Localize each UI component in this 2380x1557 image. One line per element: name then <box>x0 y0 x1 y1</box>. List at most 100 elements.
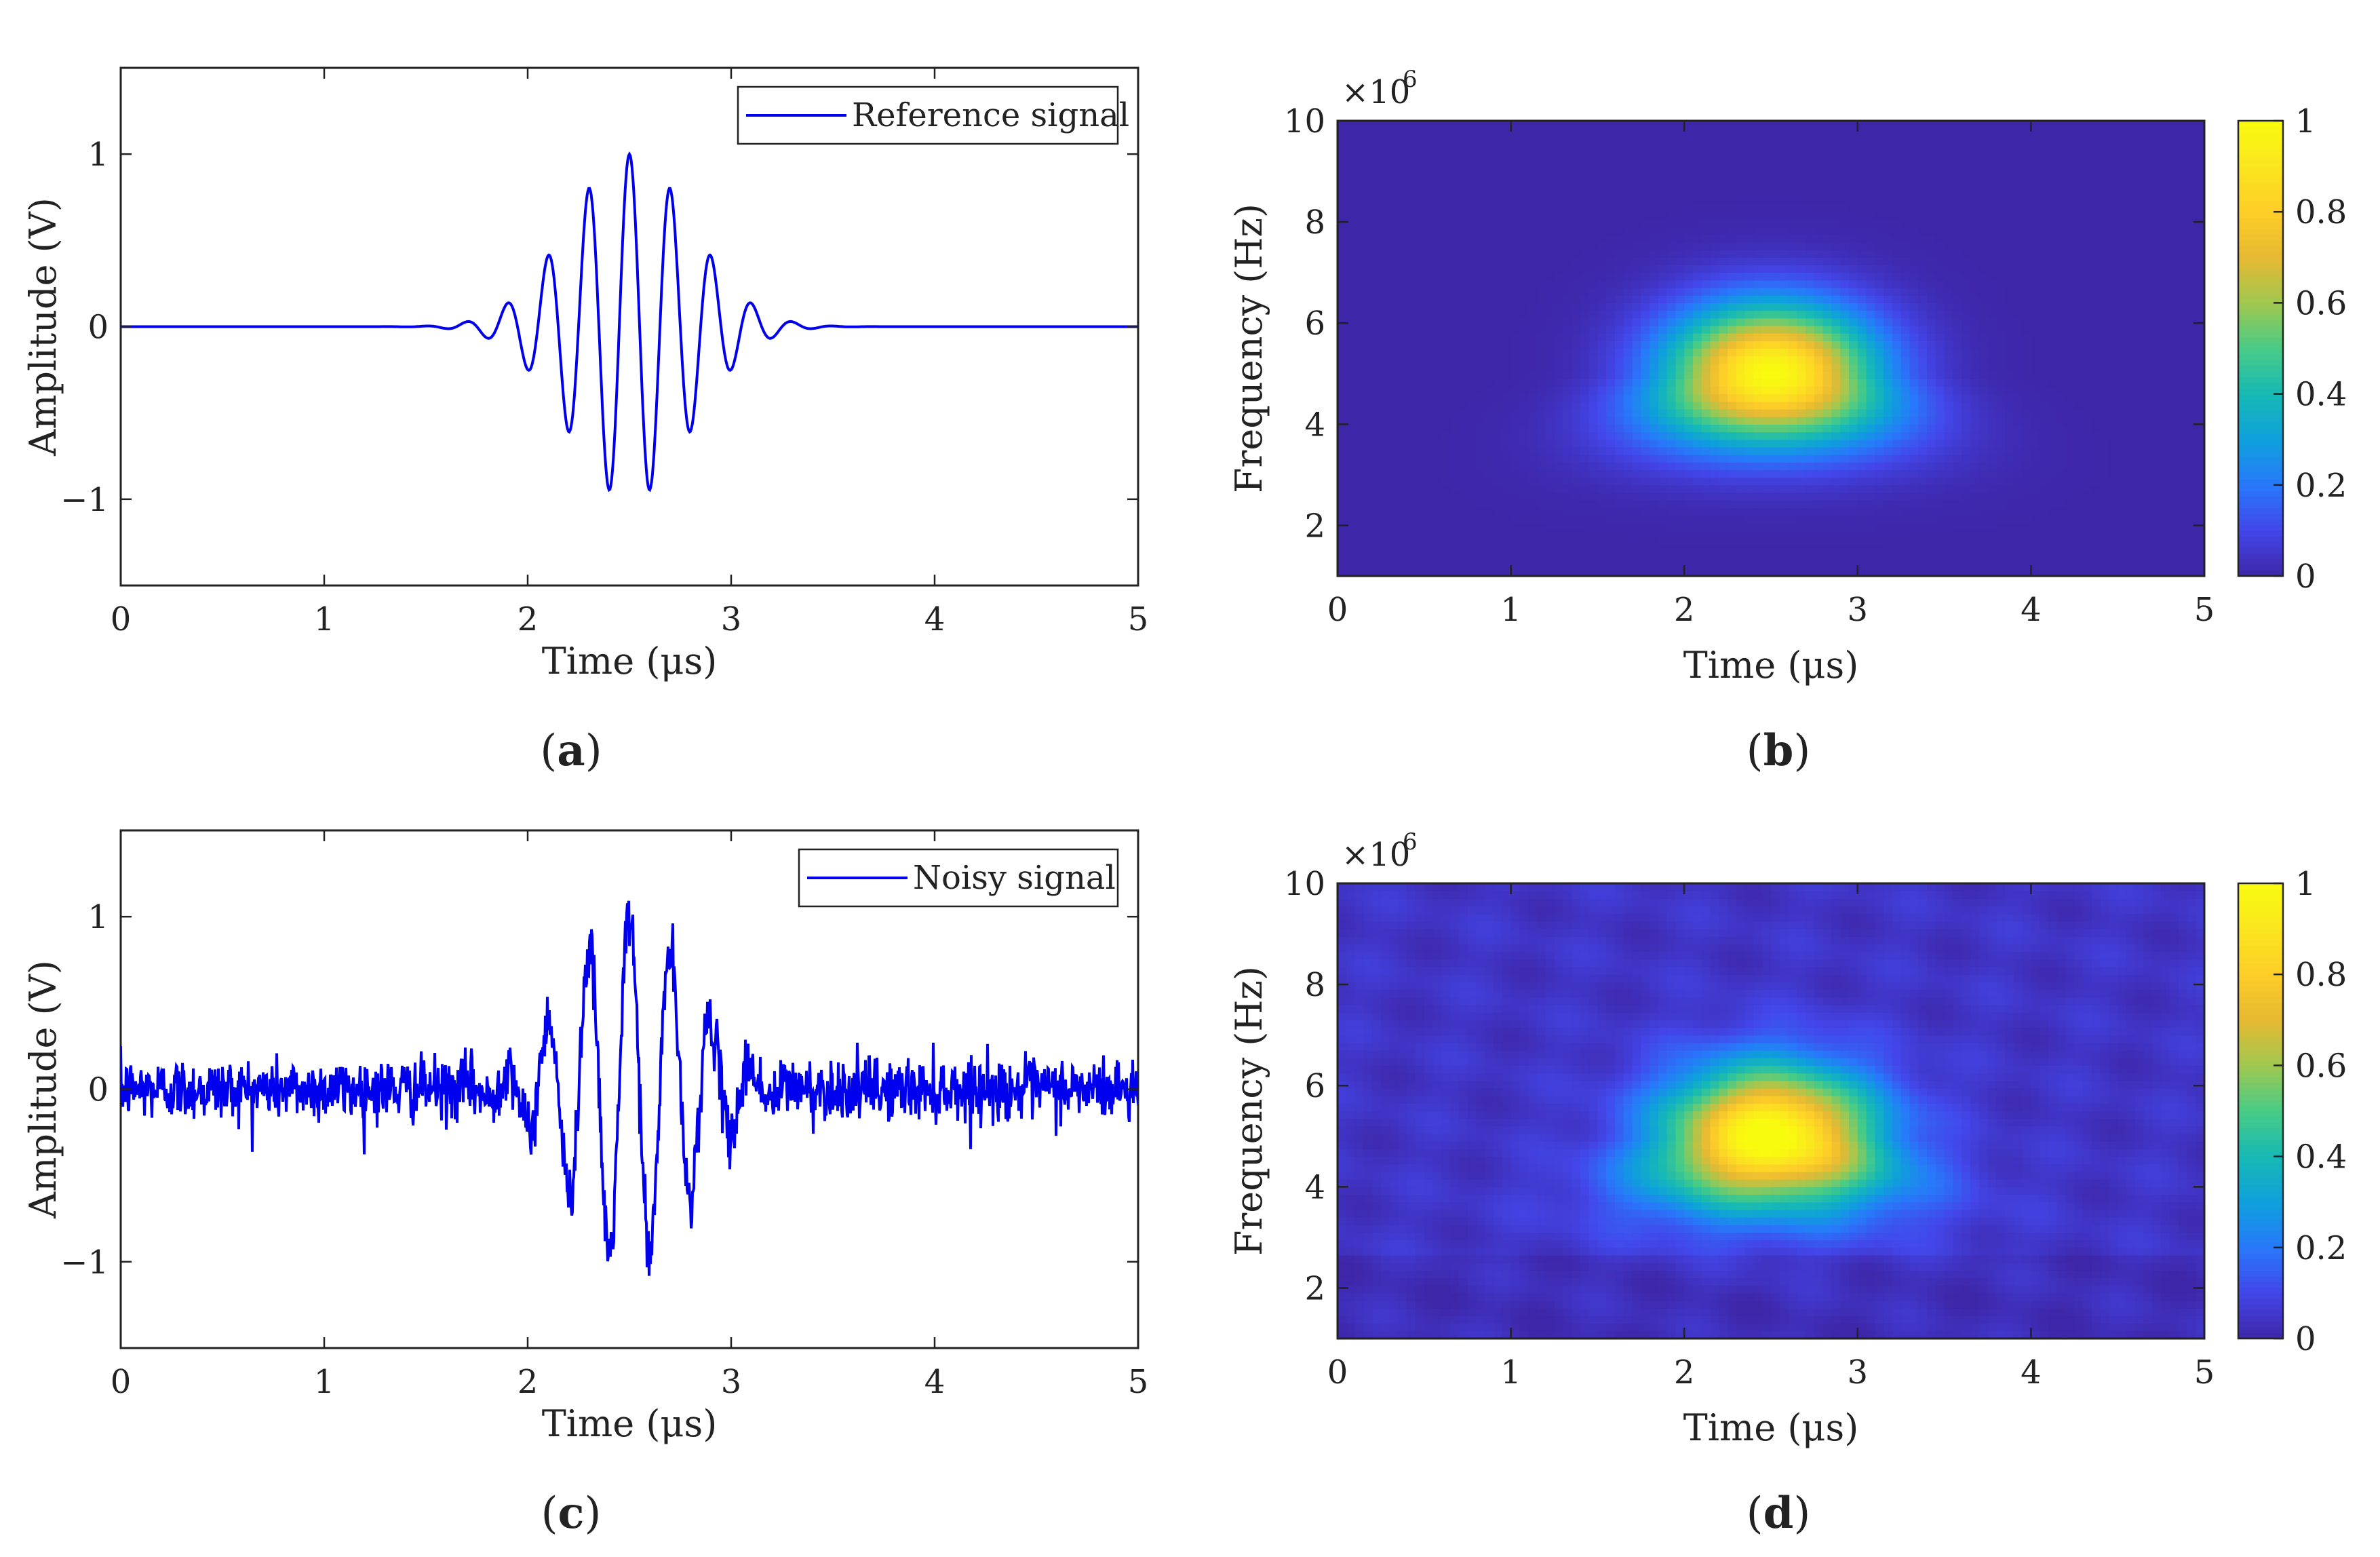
heatmap-cell <box>1944 538 1953 546</box>
heatmap-cell <box>2005 477 2014 486</box>
heatmap-cell <box>1363 408 1373 417</box>
heatmap-cell <box>1458 341 1468 349</box>
heatmap-cell <box>1389 325 1399 334</box>
heatmap-cell <box>1666 492 1677 501</box>
heatmap-cell <box>1476 477 1485 486</box>
heatmap-cell <box>1338 234 1347 243</box>
heatmap-cell <box>1953 341 1962 349</box>
heatmap-cell <box>1840 363 1850 372</box>
heatmap-cell <box>1588 477 1598 486</box>
heatmap-cell <box>1441 318 1451 326</box>
heatmap-cell <box>1450 507 1460 516</box>
heatmap-cell <box>1407 158 1416 167</box>
heatmap-cell <box>1900 151 1911 159</box>
heatmap-cell <box>1728 318 1737 326</box>
heatmap-cell <box>1962 455 1971 463</box>
heatmap-cell <box>1909 257 1919 266</box>
heatmap-cell <box>1554 143 1563 152</box>
heatmap-cell <box>1701 538 1711 546</box>
heatmap-cell <box>1346 560 1356 569</box>
heatmap-cell <box>1338 288 1347 296</box>
heatmap-cell <box>1389 280 1399 288</box>
heatmap-cell <box>1658 530 1668 539</box>
heatmap-cell <box>1363 439 1373 448</box>
heatmap-cell <box>1840 288 1850 296</box>
heatmap-cell <box>1736 484 1746 493</box>
heatmap-cell <box>1987 500 1997 508</box>
heatmap-cell <box>1953 158 1962 167</box>
heatmap-cell <box>1970 379 1980 387</box>
heatmap-cell <box>1519 242 1529 250</box>
heatmap-cell <box>1398 538 1407 546</box>
heatmap-cell <box>1840 196 1850 205</box>
heatmap-cell <box>1884 568 1893 577</box>
heatmap-cell <box>1650 234 1659 243</box>
heatmap-cell <box>1788 151 1797 159</box>
heatmap-cell <box>1684 379 1694 387</box>
heatmap-cell <box>1806 515 1815 524</box>
heatmap-cell <box>1771 455 1780 463</box>
heatmap-cell <box>1346 151 1356 159</box>
heatmap-cell <box>1407 538 1416 546</box>
heatmap-cell <box>1806 151 1815 159</box>
heatmap-cell <box>1684 288 1694 296</box>
heatmap-cell <box>1485 393 1494 402</box>
heatmap-cell <box>1372 446 1382 455</box>
heatmap-cell <box>1380 303 1390 311</box>
heatmap-cell <box>1588 318 1598 326</box>
heatmap-cell <box>1588 136 1598 145</box>
heatmap-cell <box>1884 250 1893 258</box>
heatmap-cell <box>1779 560 1789 569</box>
heatmap-cell <box>1354 363 1364 372</box>
heatmap-cell <box>1519 500 1529 508</box>
heatmap-cell <box>1467 196 1477 205</box>
heatmap-cell <box>1502 295 1512 303</box>
heatmap-cell <box>1996 318 2006 326</box>
heatmap-cell <box>2048 492 2058 501</box>
heatmap-cell <box>1545 560 1555 569</box>
heatmap-cell <box>1944 455 1953 463</box>
heatmap-cell <box>1545 507 1555 516</box>
heatmap-cell <box>1458 219 1468 228</box>
heatmap-cell <box>1458 318 1468 326</box>
heatmap-cell <box>1450 158 1460 167</box>
heatmap-cell <box>1606 174 1616 182</box>
heatmap-cell <box>1354 204 1364 212</box>
heatmap-cell <box>2031 136 2040 145</box>
heatmap-cell <box>1935 393 1945 402</box>
heatmap-cell <box>1441 295 1451 303</box>
heatmap-cell <box>1719 174 1728 182</box>
heatmap-cell <box>1788 530 1797 539</box>
heatmap-cell <box>1814 446 1824 455</box>
heatmap-cell <box>2013 424 2023 433</box>
heatmap-cell <box>1970 333 1980 341</box>
heatmap-cell <box>1346 386 1356 395</box>
heatmap-cell <box>1962 212 1971 220</box>
heatmap-cell <box>1753 500 1763 508</box>
heatmap-cell <box>1666 401 1677 410</box>
heatmap-cell <box>1346 341 1356 349</box>
heatmap-cell <box>1771 417 1780 425</box>
heatmap-cell <box>2040 568 2049 577</box>
heatmap-cell <box>1927 341 1936 349</box>
heatmap-cell <box>1389 484 1399 493</box>
heatmap-cell <box>1450 166 1460 174</box>
heatmap-cell <box>1996 333 2006 341</box>
heatmap-cell <box>1485 386 1494 395</box>
heatmap-cell <box>1849 431 1858 440</box>
heatmap-cell <box>1441 181 1451 190</box>
heatmap-cell <box>1623 393 1633 402</box>
heatmap-cell <box>1918 424 1928 433</box>
heatmap-cell <box>1927 310 1936 319</box>
heatmap-cell <box>1788 181 1797 190</box>
heatmap-cell <box>1485 196 1494 205</box>
heatmap-cell <box>1806 538 1815 546</box>
heatmap-cell <box>1494 500 1503 508</box>
heatmap-cell <box>1623 272 1633 281</box>
heatmap-cell <box>2040 303 2049 311</box>
heatmap-cell <box>1684 431 1694 440</box>
heatmap-cell <box>1346 424 1356 433</box>
heatmap-cell <box>1606 151 1616 159</box>
heatmap-cell <box>1728 325 1737 334</box>
heatmap-cell <box>1424 151 1434 159</box>
